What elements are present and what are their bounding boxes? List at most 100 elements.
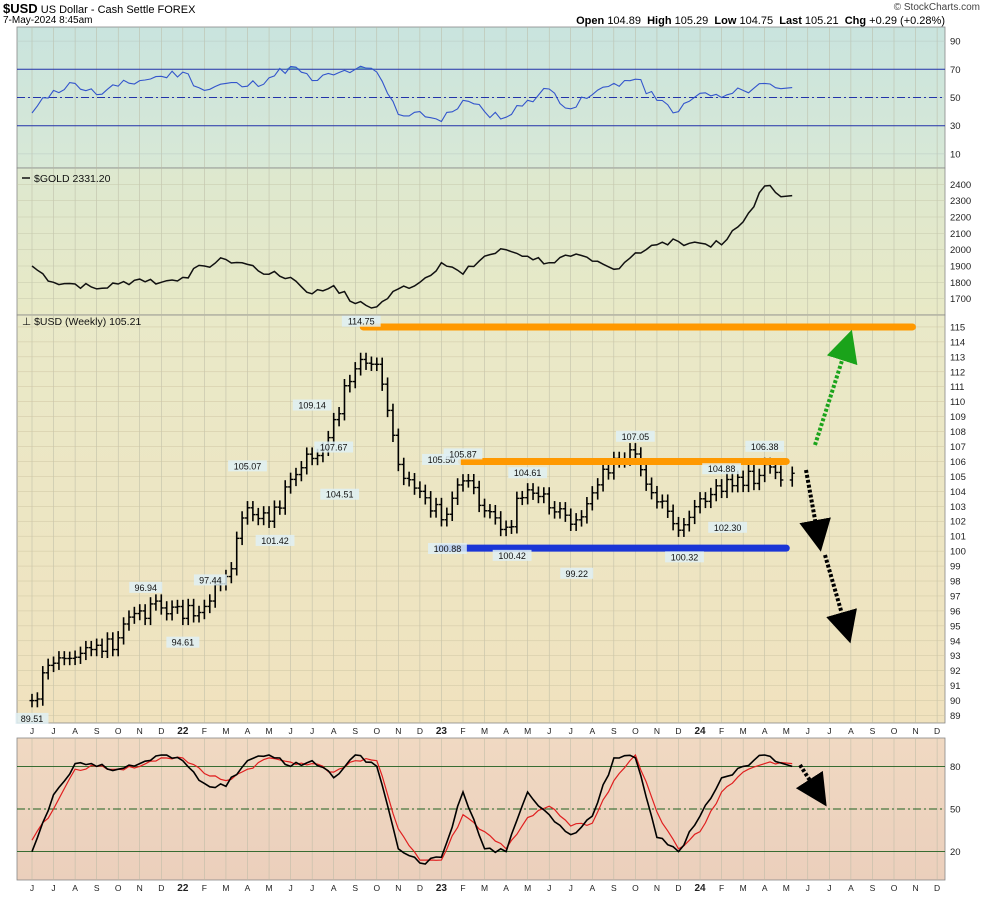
xtick-label-bottom: M: [740, 883, 747, 893]
annotation-box: [708, 521, 747, 533]
annotation-label: 106.38: [751, 442, 779, 452]
xtick-label-bottom: O: [373, 883, 380, 893]
annotation-box: [341, 315, 381, 327]
xtick-label: A: [762, 726, 768, 736]
open-value: 104.89: [607, 15, 641, 27]
ytick-label-rsi: 10: [950, 149, 961, 160]
xtick-label-bottom: J: [51, 883, 55, 893]
xtick-label: A: [72, 726, 78, 736]
annotation-label: 89.51: [21, 714, 44, 724]
xtick-label: J: [806, 726, 810, 736]
exchange: FOREX: [157, 4, 196, 16]
ytick-label-price: 97: [950, 591, 961, 602]
gold-legend: $GOLD 2331.20: [34, 173, 111, 185]
annotation-box: [508, 467, 548, 479]
panel-bg-gold: [16, 167, 946, 316]
xtick-label-bottom: O: [115, 883, 122, 893]
xtick-label: M: [740, 726, 747, 736]
instrument-name: US Dollar - Cash Settle: [40, 4, 155, 16]
xtick-label: S: [611, 726, 617, 736]
xtick-label-bottom: A: [503, 883, 509, 893]
xtick-label-bottom: A: [245, 883, 251, 893]
ytick-label-gold: 1700: [950, 294, 971, 305]
xtick-label: M: [524, 726, 531, 736]
xtick-label: 22: [177, 726, 189, 737]
xtick-label-bottom: O: [632, 883, 639, 893]
xtick-label: A: [331, 726, 337, 736]
ytick-label-price: 111: [950, 382, 964, 393]
xtick-label-bottom: M: [524, 883, 531, 893]
ytick-label-price: 94: [950, 636, 961, 647]
xtick-label: N: [395, 726, 401, 736]
xtick-label: M: [222, 726, 229, 736]
xtick-label: M: [266, 726, 273, 736]
xtick-label-bottom: S: [870, 883, 876, 893]
ytick-label-price: 104: [950, 487, 966, 498]
xtick-label: O: [891, 726, 898, 736]
ytick-label-sto: 50: [950, 805, 961, 816]
annotation-box: [702, 463, 741, 475]
xtick-label: J: [288, 726, 292, 736]
xtick-label: M: [783, 726, 790, 736]
xtick-label-bottom: J: [288, 883, 292, 893]
ytick-label-price: 110: [950, 397, 965, 408]
xtick-label: J: [51, 726, 55, 736]
xtick-label-bottom: M: [266, 883, 273, 893]
xtick-label-bottom: A: [848, 883, 854, 893]
stoch-k-line: [31, 754, 793, 865]
xtick-label-bottom: S: [94, 883, 100, 893]
ytick-label-gold: 2200: [950, 213, 971, 224]
ytick-label-price: 107: [950, 442, 966, 453]
annotation-label: 96.94: [134, 583, 157, 593]
xtick-label-bottom: J: [569, 883, 573, 893]
xtick-label-bottom: M: [222, 883, 229, 893]
annotation-label: 107.05: [622, 432, 650, 442]
xtick-label-bottom: N: [395, 883, 401, 893]
projection-arrow-stoch: [795, 763, 827, 807]
xtick-label-bottom: J: [806, 883, 810, 893]
xtick-label-bottom: D: [158, 883, 164, 893]
xtick-label: A: [245, 726, 251, 736]
annotation-label: 100.32: [671, 552, 699, 562]
xtick-label-bottom: D: [934, 883, 940, 893]
xtick-label-bottom: M: [783, 883, 790, 893]
gold-line: [31, 184, 793, 309]
xtick-label-bottom: O: [891, 883, 898, 893]
xtick-label-bottom: 22: [177, 883, 189, 894]
xtick-label-bottom: J: [310, 883, 314, 893]
stoch-signal-line: [31, 753, 793, 861]
ytick-label-price: 103: [950, 502, 966, 513]
xtick-label-bottom: 23: [436, 883, 448, 894]
ytick-label-price: 92: [950, 666, 961, 677]
xtick-label: S: [352, 726, 358, 736]
annotation-label: 97.44: [199, 575, 222, 585]
xtick-label-bottom: J: [547, 883, 551, 893]
xtick-label-bottom: F: [202, 883, 207, 893]
xtick-label-bottom: N: [654, 883, 660, 893]
ytick-label-price: 115: [950, 322, 965, 333]
ytick-label-price: 106: [950, 457, 966, 468]
annotation-box: [129, 581, 163, 593]
xtick-label: A: [589, 726, 595, 736]
annotation-box: [166, 636, 200, 648]
open-label: Open: [576, 15, 605, 27]
ytick-label-price: 91: [950, 681, 961, 692]
ytick-label-sto: 80: [950, 762, 961, 773]
annotation-label: 101.42: [261, 536, 289, 546]
xtick-label: J: [310, 726, 314, 736]
annotation-box: [428, 542, 467, 554]
ytick-label-rsi: 50: [950, 93, 961, 104]
ytick-label-rsi: 30: [950, 121, 961, 132]
ytick-label-gold: 2000: [950, 245, 971, 256]
annotation-label: 102.30: [714, 523, 742, 533]
xtick-label-bottom: D: [417, 883, 423, 893]
xtick-label: D: [934, 726, 940, 736]
quote-bar: Open 104.89 High 105.29 Low 104.75 Last …: [576, 15, 945, 27]
xtick-label: N: [654, 726, 660, 736]
chg-value: +0.29 (+0.28%): [869, 15, 945, 27]
xtick-label-bottom: S: [611, 883, 617, 893]
xtick-label-bottom: A: [589, 883, 595, 893]
annotation-box: [443, 448, 483, 460]
xtick-label: J: [827, 726, 831, 736]
